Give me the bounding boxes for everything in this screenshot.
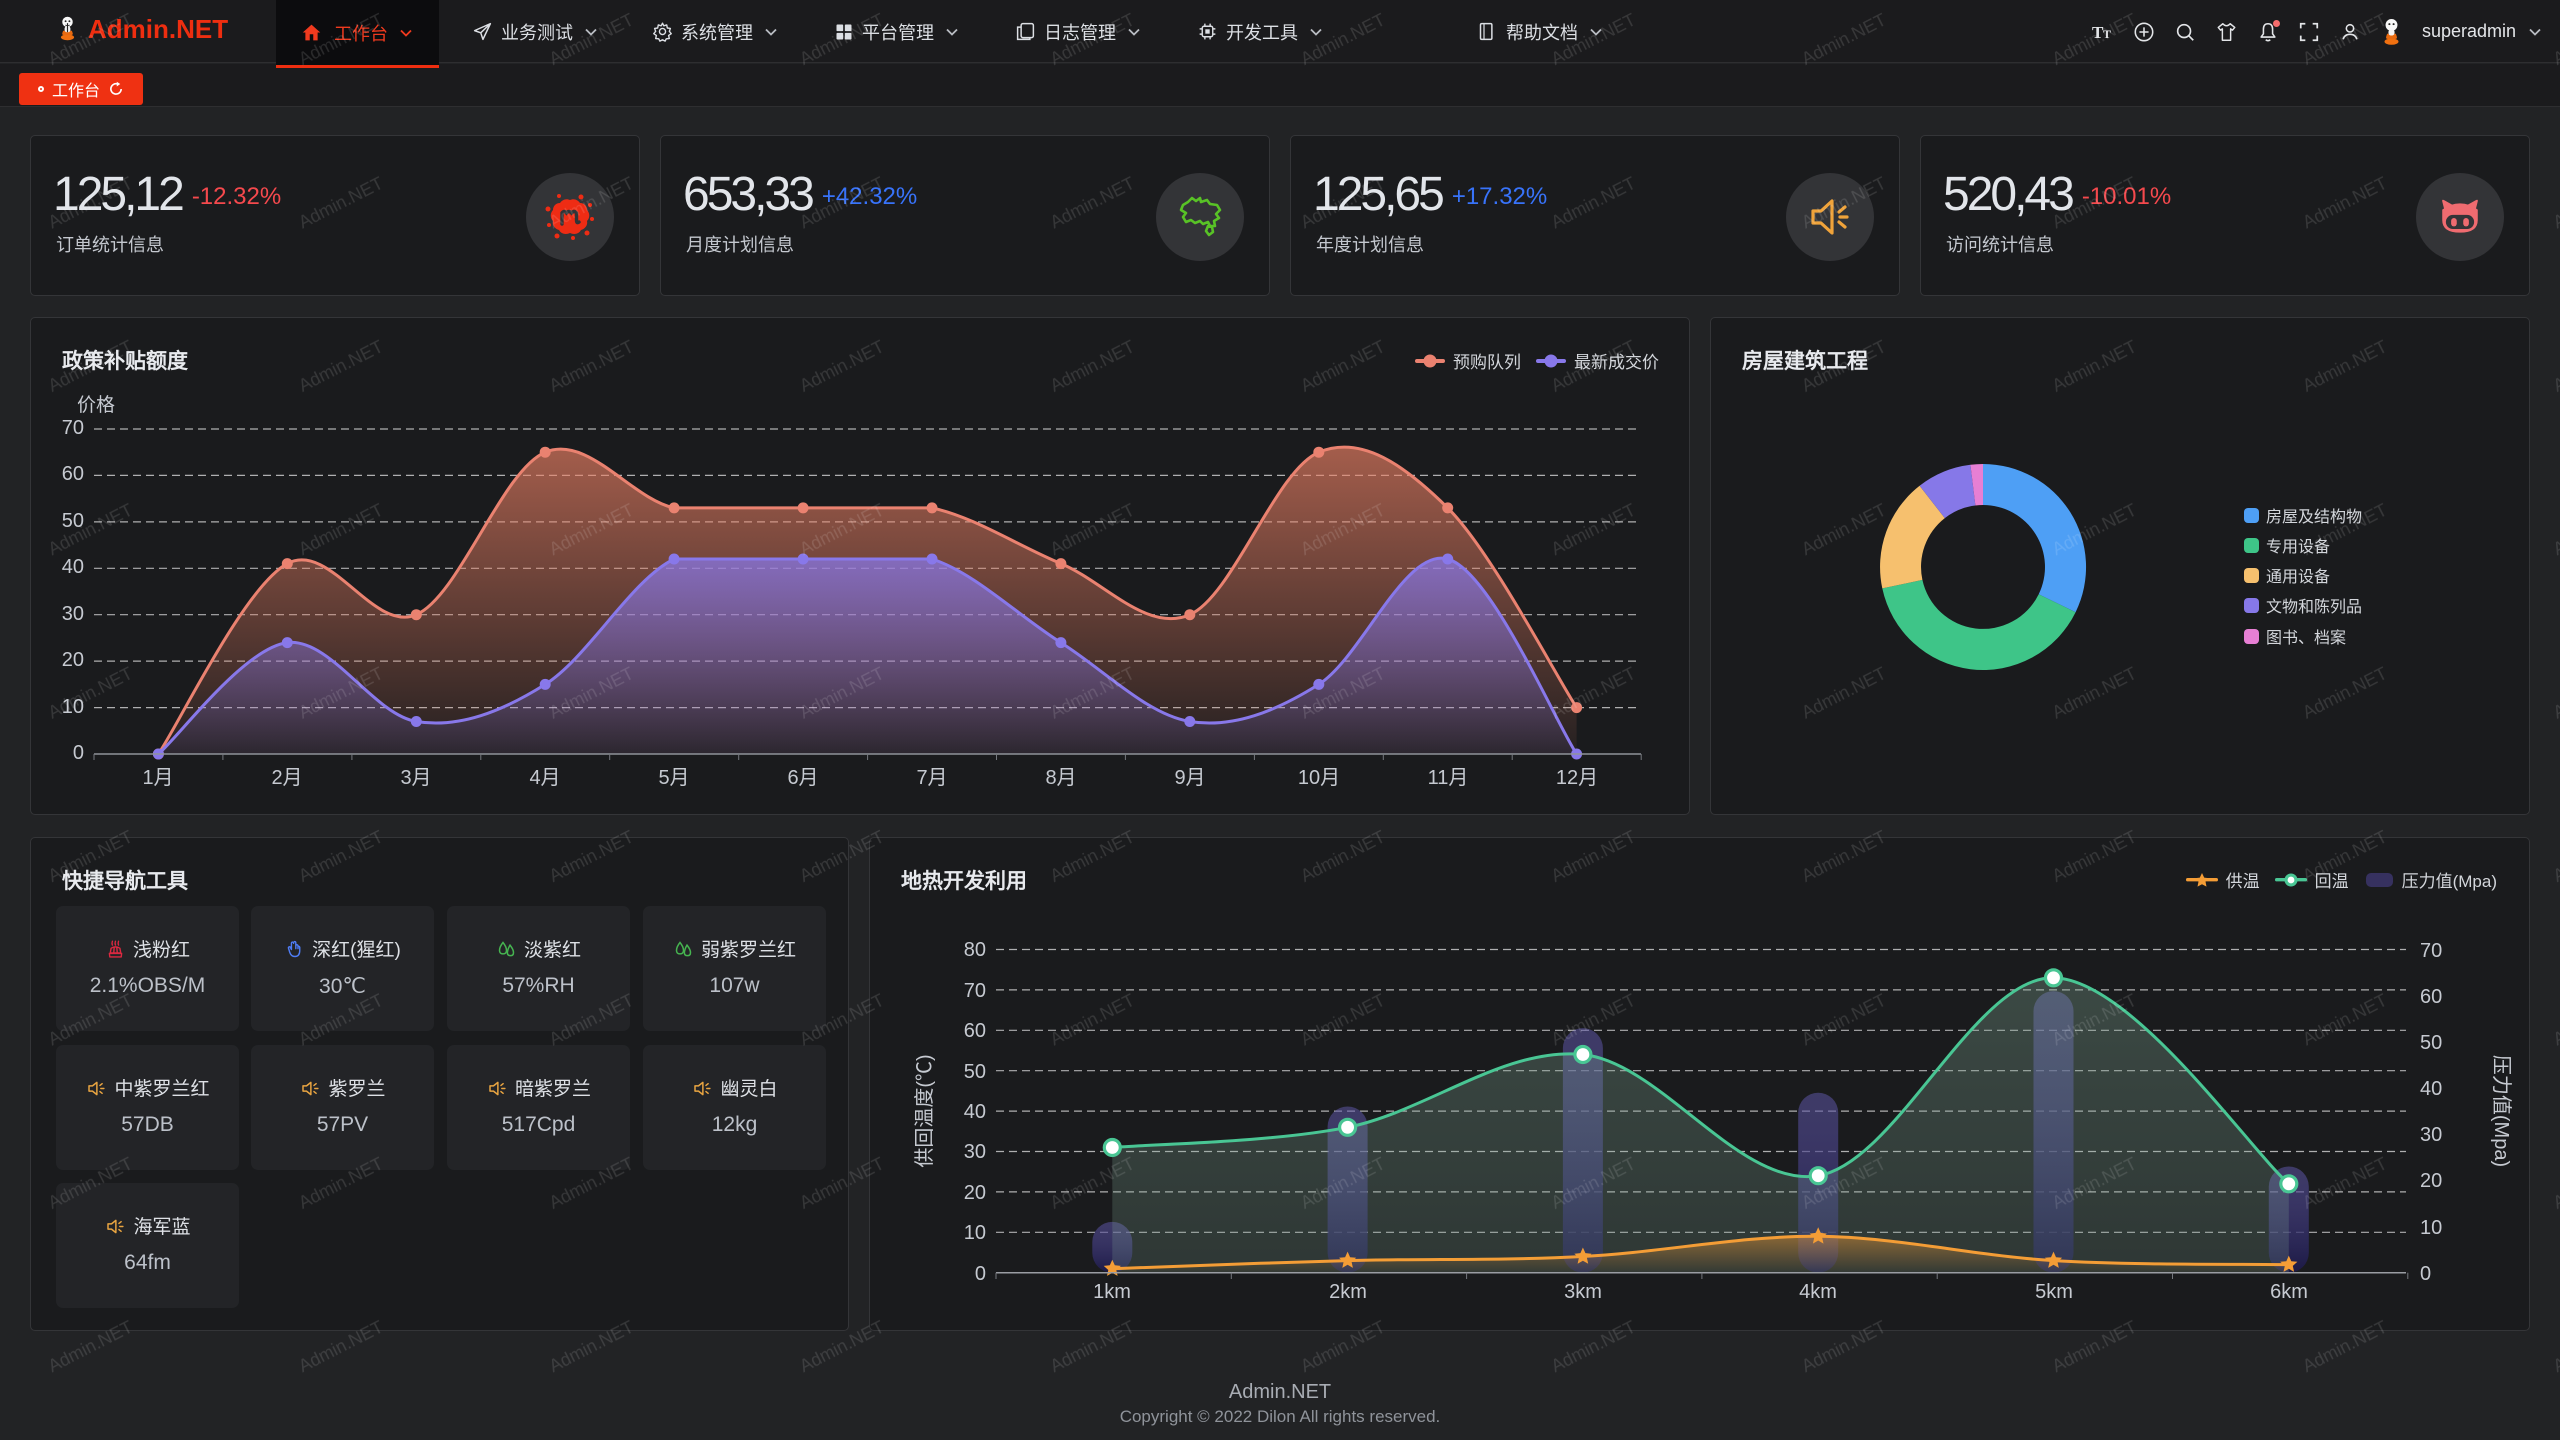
svg-text:50: 50: [2420, 1032, 2442, 1054]
svg-text:50: 50: [964, 1061, 986, 1083]
svg-text:30: 30: [2420, 1124, 2442, 1146]
svg-text:30: 30: [964, 1141, 986, 1163]
svg-text:1km: 1km: [1093, 1281, 1131, 1303]
svg-text:60: 60: [964, 1020, 986, 1042]
svg-text:70: 70: [964, 980, 986, 1002]
svg-text:T: T: [2103, 27, 2111, 41]
svg-text:0: 0: [975, 1263, 986, 1285]
svg-text:20: 20: [964, 1182, 986, 1204]
svg-text:60: 60: [2420, 986, 2442, 1008]
svg-text:70: 70: [2420, 940, 2442, 962]
svg-text:40: 40: [964, 1101, 986, 1123]
svg-text:5km: 5km: [2035, 1281, 2073, 1303]
svg-text:通用设备: 通用设备: [2266, 568, 2330, 586]
svg-text:20: 20: [2420, 1170, 2442, 1192]
svg-text:10: 10: [964, 1222, 986, 1244]
svg-text:6km: 6km: [2270, 1281, 2308, 1303]
svg-text:供回温度(℃): 供回温度(℃): [913, 1054, 936, 1167]
svg-text:10: 10: [2420, 1217, 2442, 1239]
svg-text:房屋及结构物: 房屋及结构物: [2266, 508, 2362, 526]
svg-text:压力值(Mpa): 压力值(Mpa): [2490, 1055, 2513, 1167]
svg-text:文物和陈列品: 文物和陈列品: [2266, 598, 2362, 616]
svg-text:专用设备: 专用设备: [2266, 538, 2330, 556]
svg-text:4km: 4km: [1799, 1281, 1837, 1303]
svg-text:0: 0: [2420, 1263, 2431, 1285]
svg-text:40: 40: [2420, 1078, 2442, 1100]
svg-text:2km: 2km: [1329, 1281, 1367, 1303]
svg-text:3km: 3km: [1564, 1281, 1602, 1303]
svg-text:80: 80: [964, 939, 986, 961]
svg-text:图书、档案: 图书、档案: [2266, 629, 2346, 647]
